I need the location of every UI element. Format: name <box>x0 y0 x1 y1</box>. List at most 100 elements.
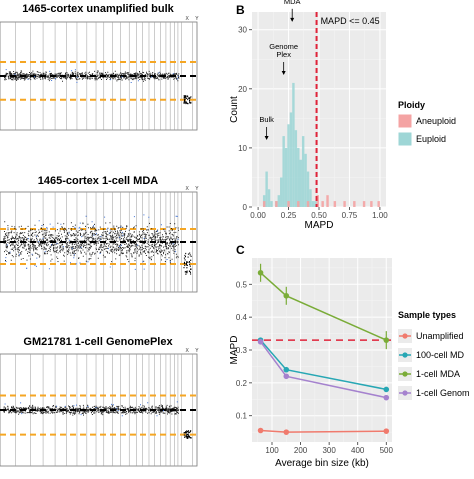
data-point <box>283 366 290 373</box>
x-tick-label: 1.00 <box>372 211 388 220</box>
legend-swatch <box>397 131 413 147</box>
profile-title: GM21781 1-cell GenomePlex <box>23 336 173 348</box>
profile-3: GM21781 1-cell GenomePlex X Y <box>0 336 199 467</box>
bar-euploid <box>294 130 298 207</box>
panel-c: C 0.1 0.2 0.3 0.4 0.5 100 200 300 400 500 Average … <box>229 243 470 469</box>
copy-number-points <box>3 404 180 416</box>
panel-c-letter: C <box>236 243 245 257</box>
chrom-y-label: Y <box>195 348 199 354</box>
legend-swatch <box>397 113 413 129</box>
y-tick-label: 30 <box>238 26 247 35</box>
y-tick-label: 0 <box>243 203 248 212</box>
chrom-x-label: X <box>185 186 189 192</box>
copy-number-points <box>3 221 179 264</box>
legend-title: Sample types <box>398 310 456 320</box>
bar-euploid <box>289 112 293 207</box>
highlighted-points <box>5 69 179 83</box>
y-tick-label: 0.2 <box>236 379 248 388</box>
bar-aneuploid <box>262 201 266 207</box>
bar-aneuploid <box>275 201 278 207</box>
profile-2: 1465-cortex 1-cell MDA X Y <box>0 175 199 293</box>
legend-point <box>402 333 408 339</box>
highlighted-points <box>5 214 179 270</box>
x-tick-label: 0.75 <box>342 211 358 220</box>
bar-euploid <box>314 201 317 207</box>
y-axis-label: MAPD <box>229 336 240 365</box>
legend-point <box>402 371 408 377</box>
bar-aneuploid <box>321 201 324 207</box>
annotation-label: Plex <box>276 50 291 59</box>
bar-aneuploid <box>306 201 310 207</box>
legend-label: 1-cell Genom <box>416 388 470 398</box>
x-tick-label: 400 <box>351 446 365 455</box>
data-point <box>257 269 264 276</box>
threshold-label: MAPD <= 0.45 <box>321 16 380 26</box>
data-point <box>257 338 264 345</box>
x-chromosome-points <box>183 430 192 440</box>
bar-euploid <box>299 159 302 207</box>
chrom-y-label: Y <box>195 186 199 192</box>
legend-point <box>402 352 408 358</box>
annotation-label: MDA <box>284 0 301 6</box>
data-point <box>283 373 290 380</box>
y-tick-label: 0.1 <box>236 412 248 421</box>
y-tick-label: 0.3 <box>236 346 248 355</box>
bar-euploid <box>267 189 271 207</box>
annotation-arrowhead <box>290 17 295 22</box>
x-chromosome-points <box>183 95 192 105</box>
bar-euploid <box>277 195 281 207</box>
data-point <box>257 427 264 434</box>
highlighted-points <box>4 401 178 417</box>
x-tick-label: 0.00 <box>250 211 266 220</box>
legend-label: Aneuploid <box>416 116 456 126</box>
bar-aneuploid <box>326 195 329 207</box>
legend-label: 1-cell MDA <box>416 369 460 379</box>
bar-aneuploid <box>370 201 373 207</box>
bar-euploid <box>311 201 315 207</box>
bar-aneuploid <box>377 201 380 207</box>
data-point <box>283 292 290 299</box>
x-tick-label: 0.25 <box>281 211 297 220</box>
x-tick-label: 100 <box>265 446 279 455</box>
legend-point <box>402 390 408 396</box>
legend-label: Unamplified <box>416 331 464 341</box>
legend-label: 100-cell MD <box>416 350 465 360</box>
bar-euploid <box>284 147 288 207</box>
bar-aneuploid <box>343 201 346 207</box>
data-point <box>383 337 390 343</box>
bar-euploid <box>301 136 305 207</box>
legend-title: Ploidy <box>398 100 425 110</box>
chrom-y-label: Y <box>195 16 199 22</box>
data-point <box>383 394 390 401</box>
bar-euploid <box>282 136 285 207</box>
bar-euploid <box>304 153 307 207</box>
y-tick-label: 10 <box>238 144 247 153</box>
panel-b-letter: B <box>236 3 245 17</box>
y-tick-label: 0.4 <box>236 313 248 322</box>
bar-euploid <box>270 201 273 207</box>
annotation-arrowhead <box>281 71 286 75</box>
x-axis-label: Average bin size (kb) <box>275 458 369 469</box>
bar-aneuploid <box>287 201 290 207</box>
x-chromosome-points <box>183 252 192 275</box>
y-axis-label: Count <box>229 96 240 123</box>
panel-b: B MAPD <= 0.45 Bulk GenomePlex MDA 0 10 20 30 0.… <box>229 0 456 231</box>
bar-euploid <box>297 147 300 207</box>
x-tick-label: 300 <box>322 446 336 455</box>
data-point <box>383 428 390 434</box>
bar-euploid <box>265 171 268 207</box>
bar-aneuploid <box>316 195 319 207</box>
annotation-label: Genome <box>269 42 298 51</box>
annotation-label: Bulk <box>259 115 274 124</box>
bar-aneuploid <box>353 201 356 207</box>
bar-euploid <box>309 189 312 207</box>
x-tick-label: 200 <box>294 446 308 455</box>
bar-aneuploid <box>362 201 366 207</box>
profile-1: 1465-cortex unamplified bulk X Y <box>0 3 199 131</box>
y-tick-label: 0.5 <box>236 280 248 289</box>
profile-title: 1465-cortex unamplified bulk <box>22 3 174 15</box>
legend-label: Euploid <box>416 134 446 144</box>
bar-aneuploid <box>297 201 300 207</box>
